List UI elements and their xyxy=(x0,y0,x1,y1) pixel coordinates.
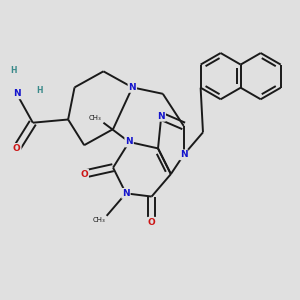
Text: H: H xyxy=(36,86,43,95)
Text: H: H xyxy=(10,65,17,74)
Text: CH₃: CH₃ xyxy=(89,115,102,121)
Text: N: N xyxy=(125,137,133,146)
Text: O: O xyxy=(13,144,21,153)
Text: CH₃: CH₃ xyxy=(92,218,105,224)
Text: N: N xyxy=(122,189,130,198)
Text: N: N xyxy=(180,150,188,159)
Text: O: O xyxy=(148,218,155,227)
Text: N: N xyxy=(128,83,136,92)
Text: O: O xyxy=(80,169,88,178)
Text: N: N xyxy=(13,89,21,98)
Text: N: N xyxy=(158,112,165,121)
